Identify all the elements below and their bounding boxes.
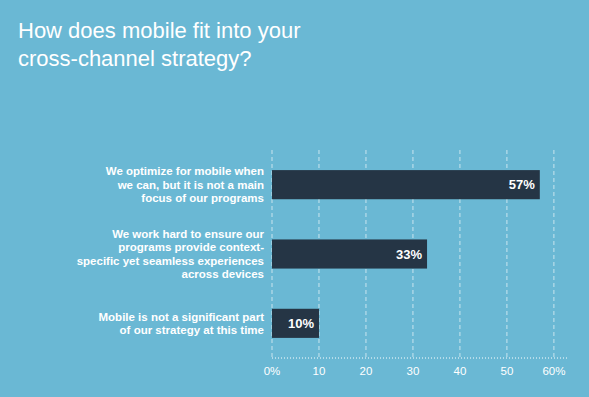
bars xyxy=(272,170,540,338)
text-line: of our strategy at this time xyxy=(120,324,264,336)
text-line: specific yet seamless experiences xyxy=(77,255,264,267)
labels: 57% We optimize for mobile when we can, bu… xyxy=(77,165,536,336)
category-label: Mobile is not a significant partof our s… xyxy=(99,311,265,337)
data-label: 57% xyxy=(509,177,535,192)
text-line: focus of our programs xyxy=(141,192,264,204)
x-axis-line xyxy=(272,358,568,359)
text-line: Mobile is not a significant part xyxy=(99,311,265,323)
chart-container: How does mobile fit into your cross-chann… xyxy=(0,0,589,397)
category-label: We work hard to ensure ourprograms provi… xyxy=(77,228,265,281)
grid xyxy=(272,150,554,358)
tick-label: 0% xyxy=(264,365,281,377)
background xyxy=(0,0,589,397)
data-label: 33% xyxy=(396,247,422,262)
bar xyxy=(272,239,427,268)
title: How does mobile fit into your cross-chann… xyxy=(18,18,300,71)
tick-label: 10 xyxy=(313,365,326,377)
bar xyxy=(272,170,540,199)
category-label: We optimize for mobile when we can, but i… xyxy=(106,165,264,204)
tick-label: 50 xyxy=(501,365,514,377)
text-line: across devices xyxy=(182,268,264,280)
title-line: How does mobile fit into your xyxy=(18,18,300,43)
tick-label: 20 xyxy=(360,365,373,377)
tick-label: 30 xyxy=(407,365,420,377)
chart: How does mobile fit into your cross-chann… xyxy=(0,0,589,397)
tick-label: 60% xyxy=(542,365,565,377)
text-line: we can, but it is not a main xyxy=(117,179,264,191)
grid-line xyxy=(553,150,554,358)
bar xyxy=(272,309,319,338)
text-line: programs provide context- xyxy=(118,241,264,253)
text-line: We work hard to ensure our xyxy=(112,228,264,240)
tick-label: 40 xyxy=(454,365,467,377)
title-line: cross-channel strategy? xyxy=(18,46,252,71)
x-axis: 0% 10 20 30 40 50 60% xyxy=(264,358,568,377)
data-label: 10% xyxy=(288,316,314,331)
text-line: We optimize for mobile when xyxy=(106,165,264,177)
